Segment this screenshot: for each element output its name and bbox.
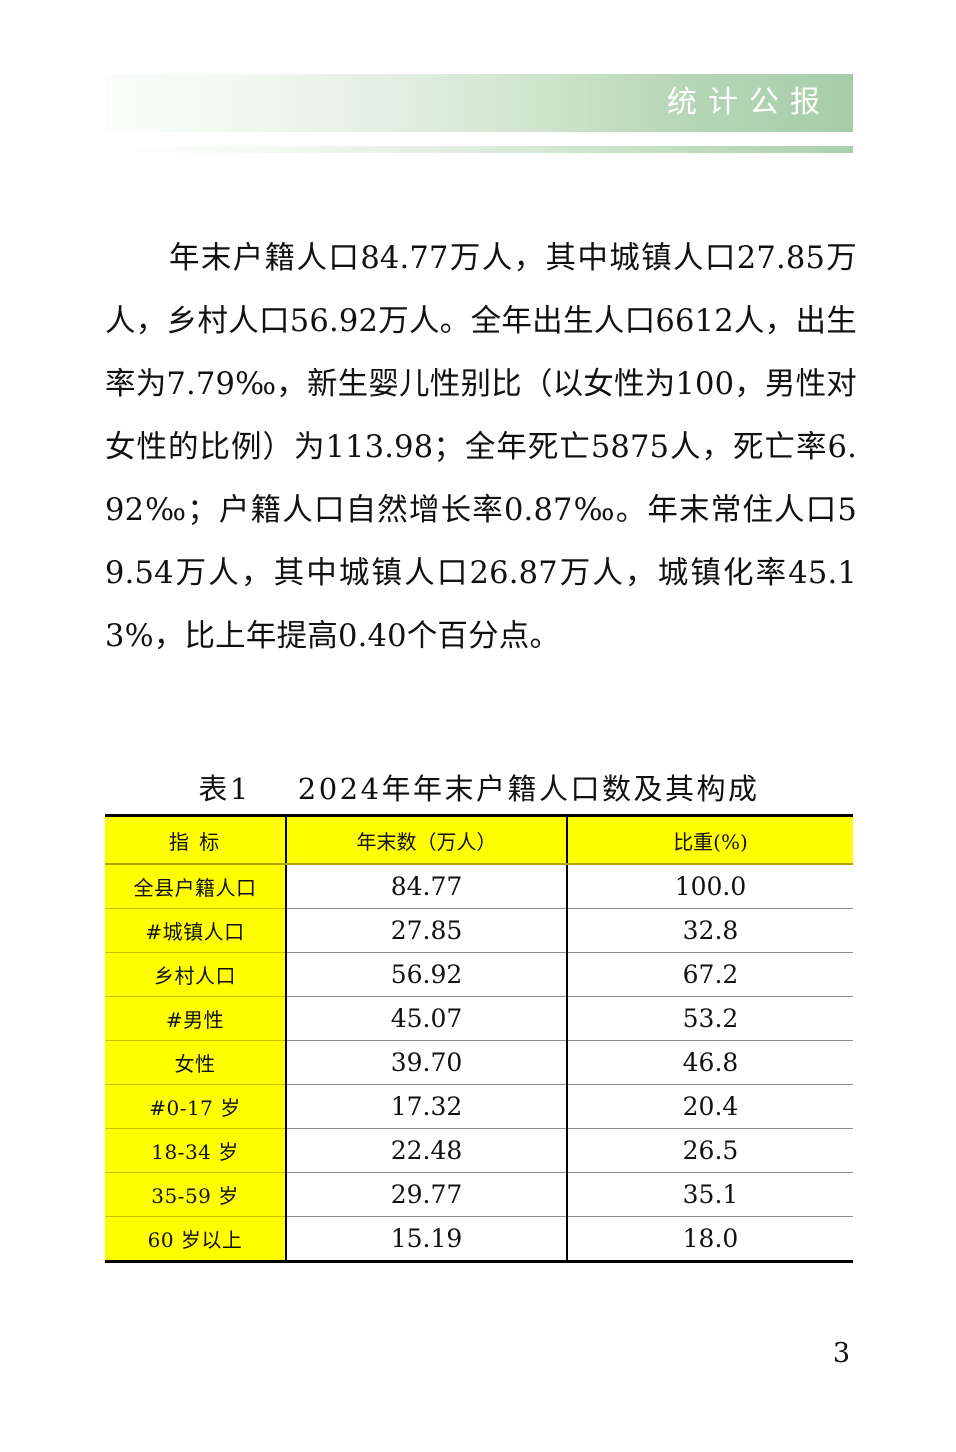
cell-year-end-value: 29.77 <box>286 1172 568 1217</box>
cell-indicator: #城镇人口 <box>105 908 287 953</box>
table-row: 女性 39.70 46.8 <box>105 1040 853 1085</box>
cell-share-value: 20.4 <box>567 1084 853 1129</box>
column-header-share: 比重(%) <box>567 814 853 865</box>
column-header-indicator: 指 标 <box>105 814 287 865</box>
cell-year-end-value: 15.19 <box>286 1216 568 1263</box>
cell-indicator: 乡村人口 <box>105 952 287 997</box>
column-header-year-end: 年末数（万人） <box>286 814 568 865</box>
table-row: 35-59 岁 29.77 35.1 <box>105 1172 853 1217</box>
banner-title: 统计公报 <box>667 85 831 120</box>
table-row: #0-17 岁 17.32 20.4 <box>105 1084 853 1129</box>
table-caption: 表1 2024年年末户籍人口数及其构成 <box>198 772 760 806</box>
cell-year-end-value: 56.92 <box>286 952 568 997</box>
cell-indicator: 35-59 岁 <box>105 1172 287 1217</box>
page-number: 3 <box>832 1338 850 1369</box>
table-header-row: 指 标 年末数（万人） 比重(%) <box>105 814 853 865</box>
cell-indicator: 60 岁以上 <box>105 1216 287 1263</box>
cell-share-value: 32.8 <box>567 908 853 953</box>
table-row: 乡村人口 56.92 67.2 <box>105 952 853 997</box>
cell-indicator: #男性 <box>105 996 287 1041</box>
table-row: 60 岁以上 15.19 18.0 <box>105 1216 853 1263</box>
cell-share-value: 46.8 <box>567 1040 853 1085</box>
cell-year-end-value: 39.70 <box>286 1040 568 1085</box>
cell-year-end-value: 22.48 <box>286 1128 568 1173</box>
cell-share-value: 53.2 <box>567 996 853 1041</box>
cell-indicator: 18-34 岁 <box>105 1128 287 1173</box>
cell-share-value: 67.2 <box>567 952 853 997</box>
table-row: 全县户籍人口 84.77 100.0 <box>105 864 853 909</box>
table-row: #城镇人口 27.85 32.8 <box>105 908 853 953</box>
cell-indicator: 女性 <box>105 1040 287 1085</box>
cell-year-end-value: 84.77 <box>286 864 568 909</box>
header-divider-rule <box>105 146 853 153</box>
cell-indicator: 全县户籍人口 <box>105 864 287 909</box>
table-row: #男性 45.07 53.2 <box>105 996 853 1041</box>
body-paragraph: 年末户籍人口84.77万人，其中城镇人口27.85万人，乡村人口56.92万人。… <box>105 240 857 654</box>
page-header-banner: 统计公报 <box>105 74 853 132</box>
cell-year-end-value: 45.07 <box>286 996 568 1041</box>
cell-year-end-value: 17.32 <box>286 1084 568 1129</box>
cell-share-value: 18.0 <box>567 1216 853 1263</box>
cell-indicator: #0-17 岁 <box>105 1084 287 1129</box>
cell-share-value: 100.0 <box>567 864 853 909</box>
cell-share-value: 35.1 <box>567 1172 853 1217</box>
cell-year-end-value: 27.85 <box>286 908 568 953</box>
table-row: 18-34 岁 22.48 26.5 <box>105 1128 853 1173</box>
cell-share-value: 26.5 <box>567 1128 853 1173</box>
population-table: 指 标 年末数（万人） 比重(%) 全县户籍人口 84.77 100.0 #城镇人口 2… <box>105 814 853 1263</box>
